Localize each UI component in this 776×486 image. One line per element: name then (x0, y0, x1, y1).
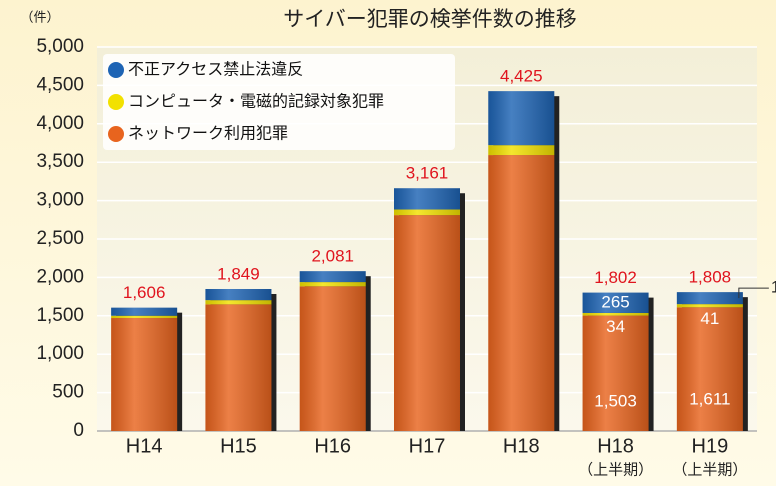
segment-label: 41 (700, 309, 719, 328)
y-tick-label: 0 (73, 420, 84, 441)
bar-shade (676, 307, 743, 431)
leader-line (738, 287, 769, 299)
legend (103, 54, 455, 150)
bar-shade (299, 271, 366, 283)
bar-shade (394, 188, 460, 210)
y-tick-label: 2,500 (36, 228, 84, 249)
bar-shade (488, 145, 555, 156)
y-tick-label: 1,000 (36, 343, 84, 364)
bar-shade (582, 292, 649, 313)
legend-label: コンピュータ・電磁的記録対象犯罪 (128, 92, 384, 111)
x-tick-label: H17 (409, 435, 446, 457)
total-label: 4,425 (500, 67, 543, 86)
bar-shade (394, 215, 460, 431)
bar-shade (205, 288, 272, 301)
segment-label: 1,611 (689, 390, 730, 409)
legend-marker (108, 126, 124, 142)
y-tick-label: 500 (52, 382, 84, 403)
segment-label: 156 (771, 278, 776, 297)
segment-label: 1,503 (594, 392, 637, 411)
y-tick-label: 2,000 (36, 266, 84, 287)
x-tick-sublabel: （上半期） (578, 461, 653, 479)
legend-marker (108, 62, 124, 78)
bar-shade (582, 315, 649, 431)
total-label: 1,849 (217, 264, 260, 283)
bar-shade (488, 155, 555, 431)
x-tick-sublabel: （上半期） (672, 461, 747, 479)
bar-shade (111, 318, 178, 431)
bar-shade (394, 209, 460, 216)
bar-shade (582, 312, 649, 316)
bar-shade (676, 304, 743, 308)
segment-label: 34 (606, 317, 625, 336)
y-tick-label: 4,000 (36, 113, 84, 134)
y-unit: （件） (20, 11, 59, 26)
legend-marker (108, 94, 124, 110)
total-label: 1,808 (689, 268, 732, 287)
bar-shade (111, 315, 178, 319)
bar-shade (111, 307, 178, 316)
segment-label: 265 (601, 292, 629, 311)
total-label: 1,802 (594, 268, 637, 287)
total-label: 3,161 (406, 164, 449, 183)
y-tick-label: 1,500 (36, 305, 84, 326)
legend-label: 不正アクセス禁止法違反 (128, 60, 303, 79)
y-tick-label: 3,000 (36, 190, 84, 211)
x-tick-label: H18 (597, 435, 634, 457)
x-tick-label: H18 (503, 435, 540, 457)
bar-shade (299, 286, 366, 431)
total-label: 1,606 (123, 283, 166, 302)
x-tick-label: H16 (314, 435, 351, 457)
y-tick-label: 5,000 (36, 36, 84, 57)
x-tick-label: H14 (126, 435, 163, 457)
bar-shade (205, 304, 272, 431)
y-tick-label: 4,500 (36, 74, 84, 95)
y-tick-label: 3,500 (36, 151, 84, 172)
bar-shade (299, 282, 366, 287)
chart-title: サイバー犯罪の検挙件数の推移 (283, 7, 577, 31)
bar-shade (205, 300, 272, 305)
total-label: 2,081 (311, 247, 354, 266)
bar-shade (676, 292, 743, 305)
x-tick-label: H15 (220, 435, 257, 457)
x-tick-label: H19 (692, 435, 729, 457)
bar-shade (488, 91, 555, 146)
legend-label: ネットワーク利用犯罪 (128, 124, 288, 143)
